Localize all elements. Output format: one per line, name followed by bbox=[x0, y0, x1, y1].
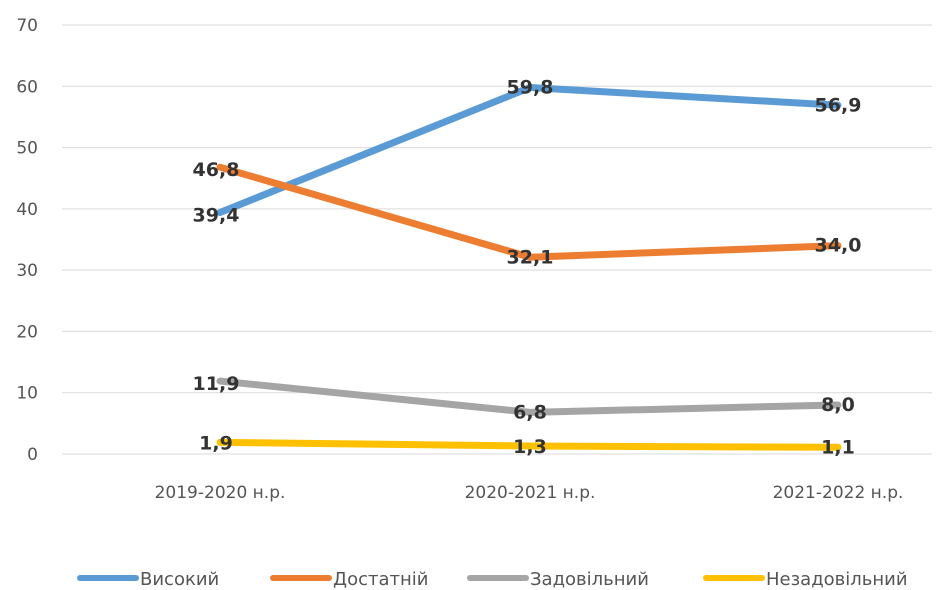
y-tick-label: 70 bbox=[16, 16, 38, 36]
y-tick-label: 40 bbox=[16, 200, 38, 220]
legend-label: Незадовільний bbox=[766, 569, 908, 590]
y-tick-label: 20 bbox=[16, 322, 38, 342]
y-tick-label: 60 bbox=[16, 77, 38, 97]
series-line-4 bbox=[216, 438, 842, 451]
series-lines bbox=[216, 84, 842, 451]
legend-item: Незадовільний bbox=[703, 569, 908, 590]
data-label: 46,8 bbox=[193, 159, 240, 181]
data-label: 6,8 bbox=[513, 401, 547, 423]
series-line-2 bbox=[216, 163, 842, 261]
legend-label: Достатній bbox=[333, 569, 428, 590]
data-label: 1,1 bbox=[821, 436, 855, 458]
legend: Високий Достатній Задовільний Незадовільний bbox=[77, 569, 908, 590]
legend-label: Задовільний bbox=[530, 569, 649, 590]
y-tick-label: 0 bbox=[27, 445, 38, 465]
data-label: 1,9 bbox=[199, 432, 233, 454]
data-label: 34,0 bbox=[815, 235, 862, 257]
x-category-label: 2020-2021 н.р. bbox=[465, 483, 596, 503]
data-label: 59,8 bbox=[507, 77, 554, 99]
y-axis-ticks: 0 10 20 30 40 50 60 70 bbox=[16, 16, 38, 465]
grid-lines bbox=[62, 24, 932, 455]
x-axis-categories: 2019-2020 н.р. 2020-2021 н.р. 2021-2022 н.… bbox=[155, 483, 904, 503]
data-labels: 39,4 59,8 56,9 46,8 32,1 34,0 11,9 6,8 8,0 1,9 1,3… bbox=[193, 77, 862, 459]
x-category-label: 2019-2020 н.р. bbox=[155, 483, 286, 503]
series-line-1 bbox=[216, 84, 842, 217]
legend-item: Достатній bbox=[270, 569, 428, 590]
legend-item: Задовільний bbox=[467, 569, 649, 590]
y-tick-label: 10 bbox=[16, 384, 38, 404]
y-tick-label: 30 bbox=[16, 261, 38, 281]
data-label: 11,9 bbox=[193, 373, 240, 395]
x-category-label: 2021-2022 н.р. bbox=[773, 483, 904, 503]
data-label: 39,4 bbox=[193, 205, 240, 227]
y-tick-label: 50 bbox=[16, 139, 38, 159]
legend-item: Високий bbox=[77, 569, 219, 590]
data-label: 32,1 bbox=[507, 246, 554, 268]
data-label: 1,3 bbox=[513, 436, 547, 458]
series-line-3 bbox=[216, 377, 842, 416]
data-label: 56,9 bbox=[815, 94, 862, 116]
data-label: 8,0 bbox=[821, 394, 855, 416]
legend-label: Високий bbox=[140, 569, 219, 590]
